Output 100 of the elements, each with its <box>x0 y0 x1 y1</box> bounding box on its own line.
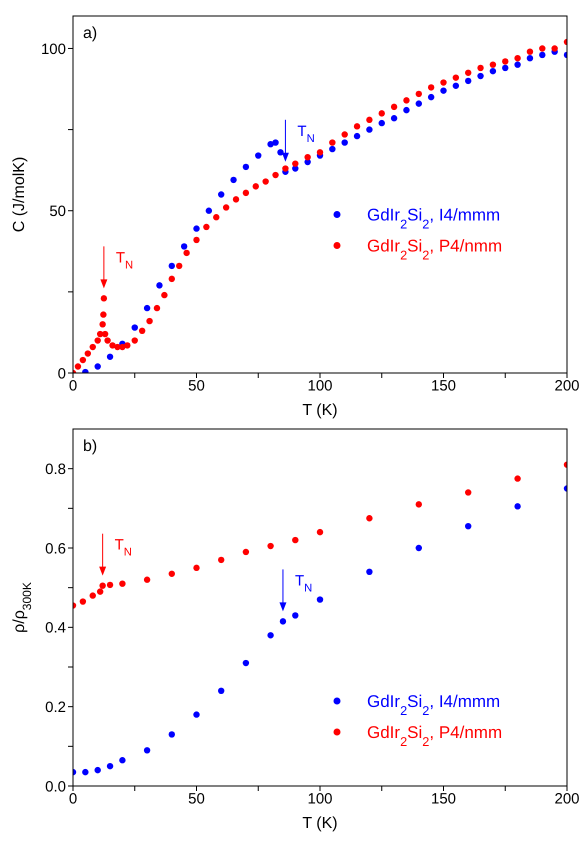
point <box>144 576 150 583</box>
point <box>342 139 348 146</box>
y-tick-label: 0.8 <box>45 460 66 478</box>
point <box>416 501 422 508</box>
point <box>119 757 126 764</box>
legend-label: GdIr$_{2}$Si$_{2}$, I4/mmm <box>367 206 500 231</box>
y-tick-label: 50 <box>49 203 66 220</box>
point <box>104 337 111 344</box>
point <box>280 618 286 625</box>
point <box>99 321 106 328</box>
x-tick-label: 200 <box>554 790 580 808</box>
point <box>502 58 508 65</box>
point <box>316 528 324 536</box>
point <box>74 363 82 370</box>
point <box>539 45 546 52</box>
point <box>272 139 279 146</box>
point <box>440 79 447 86</box>
point <box>96 588 104 595</box>
annotation: T$_{N}$ <box>297 122 315 145</box>
point <box>90 344 96 350</box>
point <box>267 542 274 550</box>
point <box>277 149 284 156</box>
point <box>193 564 200 572</box>
point <box>90 592 96 599</box>
point <box>452 74 460 81</box>
point <box>94 363 101 370</box>
point <box>551 45 558 52</box>
point <box>465 70 472 76</box>
x-tick-label: 150 <box>430 790 456 808</box>
point <box>124 342 131 349</box>
point <box>366 116 373 124</box>
point <box>316 596 324 603</box>
point <box>416 100 422 107</box>
x-tick-label: 100 <box>307 378 333 395</box>
point <box>490 61 496 68</box>
y-axis-title: C (J/molK) <box>11 156 28 232</box>
x-tick-label: 100 <box>307 790 333 808</box>
point <box>106 762 114 770</box>
point <box>390 115 398 122</box>
x-tick-label: 150 <box>430 378 456 395</box>
point <box>168 570 175 577</box>
text: b) <box>83 438 98 455</box>
point <box>132 324 138 331</box>
point <box>526 54 534 62</box>
point <box>218 191 224 198</box>
point <box>193 236 200 244</box>
point <box>132 337 138 344</box>
point <box>329 146 336 152</box>
point <box>255 152 262 159</box>
point <box>428 94 434 100</box>
point <box>218 688 224 694</box>
y-tick-label: 0.4 <box>45 620 66 637</box>
point <box>539 52 546 58</box>
x-axis-title: T (K) <box>302 402 338 419</box>
point <box>94 337 101 344</box>
point <box>366 515 373 522</box>
x-axis-title: T (K) <box>302 815 338 832</box>
point <box>242 190 250 196</box>
point <box>242 660 250 666</box>
point <box>282 165 289 172</box>
point <box>465 78 472 84</box>
y-tick-label: 0.6 <box>45 540 66 558</box>
point <box>378 110 385 117</box>
point <box>119 580 126 587</box>
point <box>146 318 153 324</box>
point <box>144 304 150 312</box>
point <box>272 172 279 178</box>
point <box>452 82 460 89</box>
annotation: T$_{N}$ <box>114 536 132 559</box>
y-tick-label: 0.2 <box>45 698 66 716</box>
y-tick-label: 100 <box>40 40 66 58</box>
legend-label: GdIr$_{2}$Si$_{2}$, P4/nmm <box>367 723 502 748</box>
point <box>193 225 200 232</box>
point <box>514 475 521 482</box>
point <box>80 598 86 605</box>
point <box>82 768 89 776</box>
point <box>193 711 200 718</box>
point <box>354 123 360 130</box>
point <box>514 54 521 62</box>
point <box>183 250 190 256</box>
point <box>222 204 230 211</box>
point <box>416 90 422 98</box>
point <box>84 350 92 357</box>
point <box>242 164 250 170</box>
legend-label: GdIr$_{2}$Si$_{2}$, P4/nmm <box>367 236 502 262</box>
point <box>161 292 168 298</box>
point <box>180 243 188 250</box>
point <box>168 731 175 738</box>
point <box>378 120 385 126</box>
text: a) <box>83 25 98 42</box>
point <box>99 582 106 589</box>
x-tick-label: 200 <box>554 378 580 395</box>
point <box>206 208 212 214</box>
y-tick-label: 0.0 <box>45 778 66 796</box>
point <box>514 503 521 510</box>
point <box>490 68 496 74</box>
annotation: T$_{N}$ <box>294 572 312 594</box>
point <box>138 328 146 334</box>
point <box>80 356 86 364</box>
point <box>262 178 269 185</box>
